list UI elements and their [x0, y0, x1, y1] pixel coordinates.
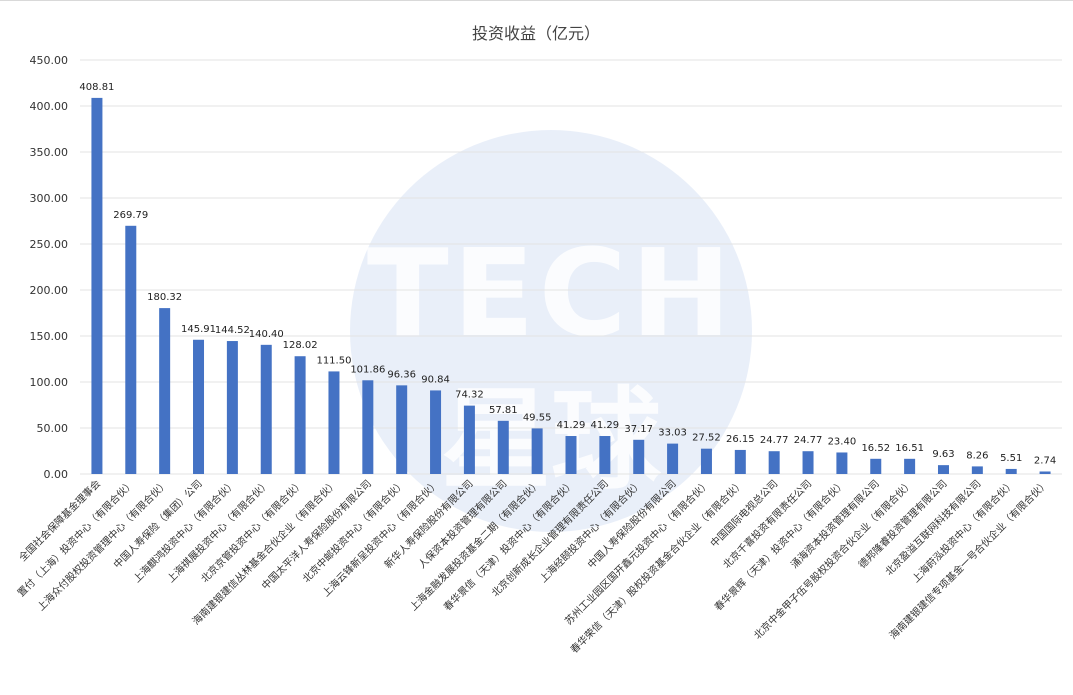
bar [1005, 468, 1017, 474]
data-labels: 408.81 269.79 180.32 145.91144.52140.40128.… [79, 82, 1056, 467]
y-axis: 0.00 50.00 100.00 150.00 200.00 250.00 300.00 3… [30, 54, 69, 481]
bar [497, 420, 509, 474]
bar [362, 380, 374, 474]
bar [328, 371, 340, 474]
data-label: 144.52 [215, 325, 250, 336]
data-label: 26.15 [726, 434, 755, 445]
data-label: 49.55 [523, 412, 552, 423]
data-label: 23.40 [828, 436, 857, 447]
x-category-label: 海南建银建信专项基金一号合伙企业（有限合伙） [886, 477, 1051, 642]
bar [937, 465, 949, 474]
x-category-label: 上海众付股权投资管理中心（有限合伙） [34, 477, 170, 613]
x-category-label: 北京中金甲子伍号股权投资合伙企业（有限合伙） [751, 477, 916, 642]
bar [294, 356, 306, 474]
y-tick-label: 400.00 [30, 100, 69, 113]
bar [734, 449, 746, 474]
data-label: 57.81 [489, 405, 518, 416]
y-tick-label: 350.00 [30, 146, 69, 159]
bar [91, 97, 103, 474]
data-label: 145.91 [181, 324, 216, 335]
data-label: 41.29 [557, 420, 586, 431]
data-label: 24.77 [760, 435, 789, 446]
y-tick-label: 450.00 [30, 54, 69, 67]
data-label: 101.86 [350, 364, 385, 375]
data-label: 37.17 [624, 424, 653, 435]
bar [904, 458, 916, 474]
data-label: 128.02 [283, 340, 318, 351]
bar [193, 339, 205, 474]
bar [159, 308, 171, 474]
data-label: 27.52 [692, 433, 721, 444]
bar [870, 458, 882, 474]
data-label: 408.81 [79, 82, 114, 93]
bar [633, 439, 645, 474]
data-label: 8.26 [966, 450, 988, 461]
data-label: 74.32 [455, 390, 484, 401]
data-label: 2.74 [1034, 455, 1056, 466]
bar [226, 341, 238, 474]
bar [260, 344, 272, 474]
bar [802, 451, 814, 474]
bar [463, 405, 475, 474]
bars [91, 97, 1051, 474]
data-label: 41.29 [591, 420, 620, 431]
y-tick-label: 50.00 [37, 422, 69, 435]
bar [971, 466, 983, 474]
bar [565, 436, 577, 474]
chart-title: 投资收益（亿元） [472, 24, 600, 43]
bar [667, 443, 679, 474]
data-label: 140.40 [249, 329, 284, 340]
y-tick-label: 250.00 [30, 238, 69, 251]
data-label: 16.52 [861, 443, 890, 454]
bar [836, 452, 848, 474]
bar [430, 390, 442, 474]
bar [125, 225, 137, 474]
y-tick-label: 150.00 [30, 330, 69, 343]
data-label: 16.51 [895, 443, 924, 454]
data-label: 5.51 [1000, 453, 1022, 464]
bar [396, 385, 408, 474]
y-tick-label: 100.00 [30, 376, 69, 389]
watermark-text: TECH [366, 225, 736, 364]
data-label: 33.03 [658, 428, 687, 439]
bar [700, 448, 712, 474]
data-label: 9.63 [932, 449, 954, 460]
y-tick-label: 200.00 [30, 284, 69, 297]
bar [599, 436, 611, 474]
data-label: 96.36 [387, 369, 416, 380]
y-tick-label: 0.00 [44, 468, 69, 481]
data-label: 111.50 [316, 355, 351, 366]
data-label: 90.84 [421, 374, 450, 385]
bar [531, 428, 543, 474]
x-axis-labels: 全国社会保障基金理事会置付（上海）投资中心（有限合伙）上海众付股权投资管理中心（… [15, 477, 1052, 656]
watermark-subtext: 星球 [441, 376, 661, 504]
data-label: 24.77 [794, 435, 823, 446]
y-tick-label: 300.00 [30, 192, 69, 205]
data-label: 269.79 [113, 210, 148, 221]
bar [768, 451, 780, 474]
data-label: 180.32 [147, 292, 182, 303]
gridlines [80, 59, 1062, 475]
bar [1039, 471, 1051, 474]
watermark-circle [350, 130, 752, 532]
